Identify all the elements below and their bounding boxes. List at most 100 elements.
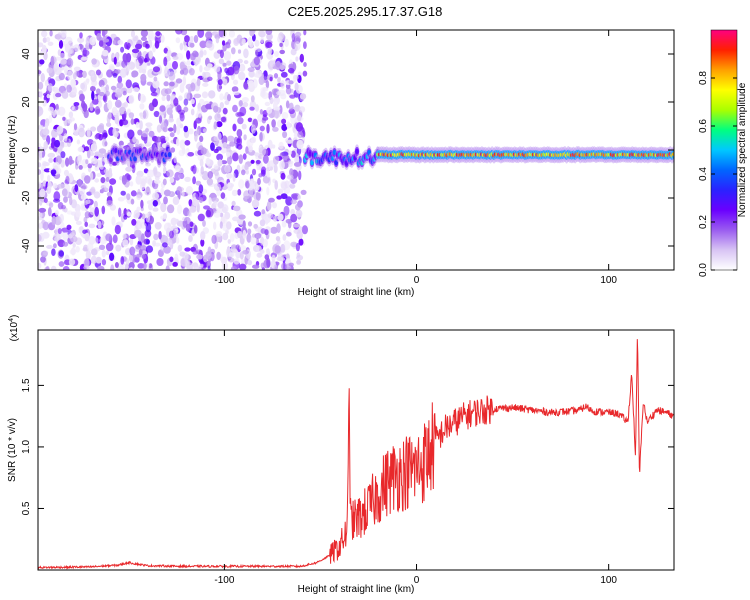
- noise-blob: [116, 82, 124, 90]
- noise-blob: [93, 191, 101, 199]
- spectrogram-x-ticks: -100 0 100: [214, 30, 617, 286]
- noise-blob: [140, 181, 146, 191]
- noise-blob: [203, 254, 208, 263]
- noise-blob: [52, 147, 58, 152]
- noise-blob: [196, 254, 203, 260]
- noise-blob: [132, 87, 140, 93]
- noise-blob: [243, 134, 247, 141]
- noise-blob: [169, 230, 175, 239]
- noise-blob: [105, 90, 110, 96]
- noise-blob: [181, 190, 185, 197]
- noise-blob: [90, 71, 95, 78]
- noise-blob: [152, 66, 161, 73]
- noise-blob: [55, 92, 62, 98]
- noise-blob: [208, 115, 213, 121]
- noise-blob: [128, 261, 135, 270]
- noise-blob: [102, 38, 110, 43]
- noise-blob: [107, 112, 112, 120]
- noise-blob: [179, 69, 185, 75]
- noise-blob: [246, 139, 254, 148]
- noise-blob: [141, 68, 147, 74]
- noise-blob: [197, 30, 205, 38]
- noise-blob: [71, 104, 75, 111]
- noise-blob: [215, 37, 220, 44]
- noise-blob: [259, 125, 265, 132]
- noise-blob: [83, 216, 88, 223]
- noise-blob: [81, 70, 87, 78]
- noise-blob: [175, 37, 181, 44]
- noise-blob: [83, 265, 90, 270]
- noise-blob: [206, 63, 213, 68]
- noise-blob: [288, 80, 294, 85]
- noise-blob: [161, 95, 166, 101]
- noise-blob: [108, 167, 112, 178]
- noise-blob: [231, 86, 239, 93]
- snr-frame: [37, 329, 675, 571]
- noise-blob: [61, 188, 68, 197]
- noise-blob: [274, 245, 281, 254]
- noise-blob: [258, 146, 267, 156]
- noise-blob: [75, 210, 81, 218]
- noise-blob: [264, 229, 269, 236]
- noise-blob: [169, 256, 174, 263]
- noise-blob: [216, 121, 223, 128]
- noise-blob: [177, 244, 183, 252]
- noise-blob: [166, 49, 172, 57]
- noise-blob: [276, 195, 283, 200]
- noise-blob: [266, 161, 271, 172]
- noise-blob: [203, 49, 207, 56]
- noise-blob: [288, 63, 294, 70]
- noise-blob: [139, 112, 144, 117]
- noise-blob: [47, 41, 54, 46]
- noise-blob: [90, 150, 94, 157]
- noise-blob: [296, 259, 301, 265]
- spectrogram-y-tick-label: -20: [21, 190, 32, 205]
- noise-blob: [59, 52, 65, 59]
- noise-blob: [288, 150, 292, 156]
- noise-blob: [183, 44, 188, 52]
- noise-blob: [217, 159, 223, 167]
- noise-blob: [193, 266, 200, 270]
- noise-blob: [285, 263, 293, 270]
- noise-blob: [54, 139, 61, 148]
- noise-blob: [148, 203, 153, 211]
- snr-x-tick-label: -100: [214, 575, 234, 586]
- noise-blob: [196, 78, 201, 87]
- noise-blob: [89, 102, 94, 112]
- noise-blob: [56, 32, 62, 42]
- noise-blob: [47, 76, 52, 83]
- noise-blob: [272, 126, 279, 132]
- noise-blob: [90, 85, 96, 92]
- noise-blob: [114, 69, 122, 74]
- noise-blob: [251, 199, 260, 208]
- noise-blob: [205, 157, 211, 165]
- noise-blob: [280, 243, 285, 253]
- noise-blob: [145, 122, 153, 127]
- noise-blob: [105, 242, 114, 252]
- noise-blob: [57, 183, 65, 189]
- spectrogram-y-tick-label: 40: [21, 48, 32, 60]
- noise-blob: [50, 265, 57, 270]
- noise-blob: [290, 241, 298, 248]
- noise-blob: [281, 112, 289, 119]
- noise-blob: [45, 265, 50, 270]
- noise-blob: [242, 220, 246, 230]
- noise-blob: [286, 121, 291, 129]
- noise-blob: [62, 232, 69, 242]
- noise-blob: [40, 73, 45, 83]
- noise-blob: [70, 78, 76, 88]
- noise-blob: [266, 106, 273, 115]
- noise-blob: [163, 189, 171, 197]
- noise-blob: [106, 192, 112, 197]
- noise-blob: [143, 57, 148, 63]
- noise-blob: [299, 93, 307, 100]
- noise-blob: [85, 36, 90, 46]
- noise-blob: [93, 200, 98, 209]
- noise-blob: [137, 263, 145, 269]
- noise-blob: [188, 86, 192, 94]
- noise-blob: [232, 104, 238, 113]
- noise-blob: [213, 221, 217, 230]
- noise-blob: [94, 134, 99, 140]
- noise-blob: [61, 227, 69, 233]
- noise-blob: [227, 155, 233, 165]
